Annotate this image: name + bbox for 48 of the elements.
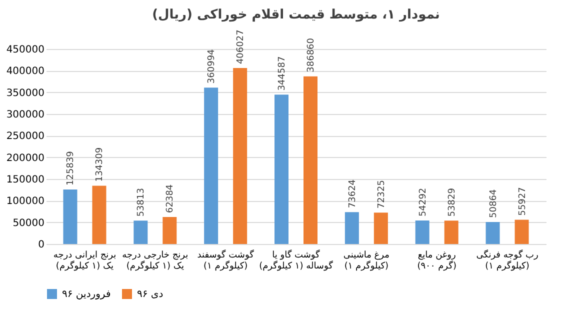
data-label: 360994 <box>207 48 218 84</box>
bar <box>92 186 106 244</box>
data-label: 125839 <box>66 150 76 186</box>
bar <box>204 88 218 244</box>
data-label: 53829 <box>447 188 458 217</box>
y-tick-label: 400000 <box>6 66 44 78</box>
y-tick-label: 200000 <box>6 152 44 164</box>
data-label: 386860 <box>306 38 316 72</box>
bar <box>162 216 177 244</box>
bar <box>486 222 500 244</box>
bar <box>134 220 148 244</box>
x-tick-label: مرغ ماشینی (۱ کیلوگرم) <box>343 250 390 272</box>
legend-label: دی ۹۶ <box>137 289 164 300</box>
x-tick-label: روغن مایع (۹۰۰ گرم) <box>417 250 456 272</box>
bar <box>233 68 248 244</box>
data-label: 134309 <box>95 147 106 182</box>
data-label: 54292 <box>418 188 428 216</box>
data-label: 73624 <box>348 179 358 208</box>
x-tick-label: رب گوجه فرنگی (۱ کیلوگرم) <box>476 248 538 272</box>
bar <box>344 212 359 244</box>
y-tick-label: 0 <box>38 240 44 250</box>
y-tick-label: 300000 <box>6 110 44 120</box>
y-tick-label: 450000 <box>6 44 44 56</box>
y-tick-label: 50000 <box>12 218 44 229</box>
y-tick-label: 100000 <box>6 196 44 208</box>
bar <box>415 220 430 244</box>
x-tick-label: برنج ایرانی درجه یک (۱ کیلوگرم) <box>53 250 116 272</box>
bar <box>274 94 288 244</box>
chart-title: نمودار ۱، متوسط قیمت اقلام خوراکی (ریال) <box>152 8 440 23</box>
data-label: 72325 <box>376 180 387 209</box>
y-tick-label: 150000 <box>6 174 44 186</box>
data-label: 344587 <box>278 56 288 91</box>
legend-label: فروردین ۹۶ <box>62 289 111 300</box>
bar <box>304 76 318 244</box>
bar <box>63 189 78 244</box>
x-tick-label: برنج خارجی درجه یک (۱ کیلوگرم) <box>122 250 188 272</box>
bar <box>374 212 388 244</box>
bar <box>444 220 458 244</box>
y-tick-label: 350000 <box>6 88 44 99</box>
x-tick-label: گوشت گاو یا گوساله (۱ کیلوگرم) <box>259 248 334 272</box>
data-label: 62384 <box>166 184 176 213</box>
data-label: 406027 <box>236 30 246 64</box>
data-label: 50864 <box>488 189 499 218</box>
data-label: 53813 <box>136 188 147 217</box>
data-label: 55927 <box>518 187 528 216</box>
bar <box>514 220 529 244</box>
y-tick-label: 250000 <box>6 131 44 142</box>
x-tick-label: گوشت گوسفند (۱ کیلوگرم) <box>197 248 255 272</box>
